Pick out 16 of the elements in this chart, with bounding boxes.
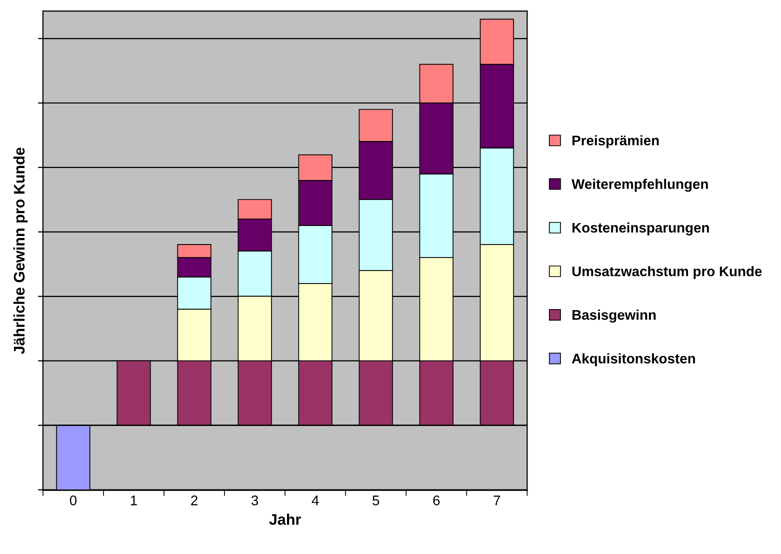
legend-label: Preisprämien <box>572 135 659 148</box>
y-axis-title: Jährliche Gewinn pro Kunde <box>13 148 28 354</box>
x-tick-label: 2 <box>191 496 198 506</box>
x-tick-label: 0 <box>70 496 77 506</box>
legend-label: Umsatzwachstum pro Kunde <box>572 266 762 280</box>
x-tick-label: 4 <box>312 496 319 506</box>
x-tick-label: 6 <box>433 496 440 506</box>
legend-label: Weiterempfehlungen <box>572 178 708 192</box>
legend-label: Basisgewinn <box>572 310 656 323</box>
x-tick-label: 3 <box>251 496 258 506</box>
x-tick-label: 7 <box>494 496 500 506</box>
x-tick-label: 5 <box>372 496 380 506</box>
x-axis-title: Jahr <box>269 514 301 525</box>
legend-label: Akquisitonskosten <box>572 353 695 366</box>
x-tick-label: 1 <box>130 496 137 506</box>
legend-label: Kosteneinsparungen <box>572 222 709 236</box>
